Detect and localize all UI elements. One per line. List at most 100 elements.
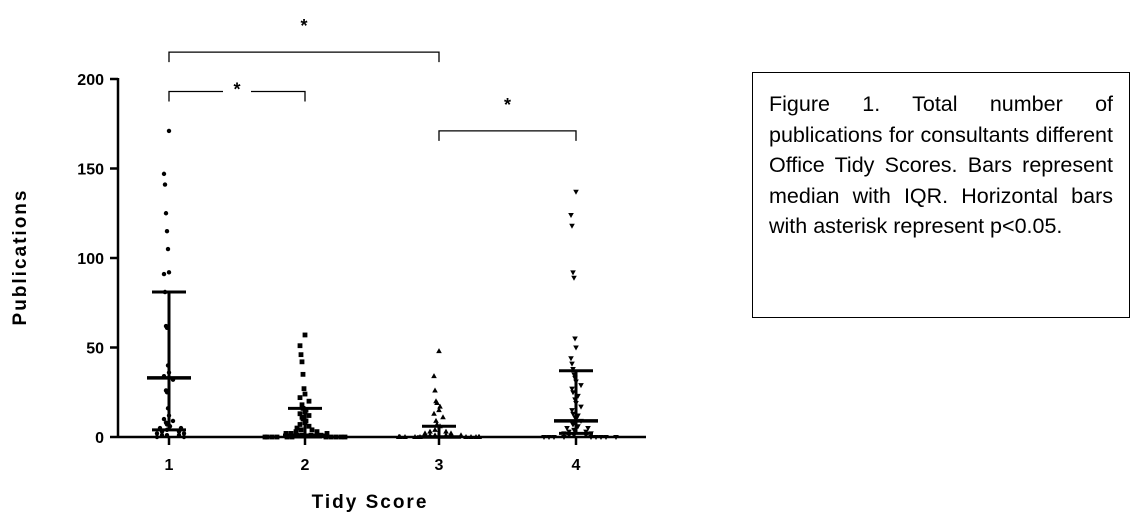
data-point (323, 434, 329, 440)
data-point (569, 223, 575, 229)
figure-caption: Figure 1. Total number of publications f… (769, 92, 1113, 238)
data-point (476, 434, 482, 439)
data-point (573, 189, 579, 195)
data-point (297, 411, 303, 417)
data-point (166, 270, 172, 275)
data-point (314, 429, 320, 435)
data-point (274, 434, 280, 440)
data-point (578, 404, 584, 410)
data-point (154, 431, 160, 436)
data-point (342, 434, 348, 440)
x-tick-label: 4 (572, 457, 581, 474)
data-point (333, 434, 339, 440)
data-point (588, 435, 594, 440)
data-point (298, 427, 304, 433)
x-tick-label: 3 (435, 457, 444, 474)
data-point (568, 213, 574, 219)
data-point (338, 434, 344, 440)
data-point (569, 361, 575, 367)
data-point (328, 434, 334, 440)
data-point (164, 228, 170, 234)
data-point (432, 387, 438, 393)
y-axis-label: Publications (10, 189, 31, 326)
bracket (168, 51, 440, 63)
data-point (463, 434, 469, 439)
data-point (163, 211, 169, 216)
significance-label: * (300, 16, 307, 36)
data-point (181, 434, 187, 440)
data-point (443, 428, 449, 434)
data-point (170, 418, 176, 424)
data-point (324, 431, 330, 436)
data-point (297, 343, 303, 349)
data-point (181, 431, 187, 436)
data-point (299, 359, 305, 365)
data-point (468, 434, 474, 439)
data-point (541, 435, 547, 440)
y-tick-label: 200 (77, 72, 104, 89)
data-point (585, 426, 591, 432)
data-point (568, 356, 574, 362)
data-point (283, 431, 289, 436)
data-point (440, 414, 446, 420)
data-point (162, 182, 168, 187)
data-point (564, 426, 570, 432)
y-tick-label: 150 (77, 162, 104, 179)
bracket (251, 90, 306, 102)
data-point (434, 399, 440, 405)
data-point (431, 410, 437, 416)
data-point (437, 403, 443, 409)
axes: 0 50 100 150 200 1 2 3 4 (77, 72, 646, 474)
data-point (284, 434, 290, 440)
data-point (551, 435, 557, 440)
data-point (306, 398, 312, 404)
figure-caption-box: Figure 1. Total number of publications f… (752, 72, 1130, 318)
data-point (546, 435, 552, 440)
data-point (297, 422, 303, 427)
data-point (427, 428, 433, 434)
data-point (603, 435, 609, 440)
data-point (306, 413, 312, 418)
data-point (598, 435, 604, 440)
significance-brackets: * * * (168, 16, 577, 141)
data-point (298, 352, 304, 358)
data-point (570, 422, 576, 428)
data-point (297, 395, 303, 401)
bracket (438, 130, 577, 141)
data-point (433, 417, 439, 423)
data-point (613, 435, 619, 440)
bracket (168, 90, 223, 102)
data-point (436, 348, 442, 354)
x-axis-label: Tidy Score (312, 492, 429, 513)
data-point (164, 433, 170, 438)
data-point (262, 434, 268, 440)
data-point (299, 402, 305, 408)
data-point (159, 433, 165, 438)
data-point (569, 386, 575, 392)
data-point (300, 416, 306, 422)
significance-label: * (233, 80, 240, 100)
data-point (561, 435, 567, 440)
data-point (432, 426, 438, 432)
data-point (402, 434, 408, 439)
data-point (570, 390, 576, 396)
data-point (176, 433, 182, 438)
data-point (302, 332, 308, 338)
data-point (294, 425, 300, 431)
data-point (570, 270, 576, 276)
data-point (570, 411, 576, 417)
data-point (436, 407, 442, 413)
data-point (431, 373, 437, 379)
significance-label: * (504, 95, 511, 115)
median-iqr-bars (147, 290, 598, 439)
data-point (269, 434, 275, 440)
data-point (573, 345, 579, 351)
data-point (302, 391, 308, 397)
y-tick-label: 100 (77, 251, 104, 268)
data-point (571, 275, 577, 281)
data-point (288, 431, 294, 436)
data-point (301, 386, 307, 392)
data-point (165, 246, 171, 252)
data-point (593, 435, 599, 440)
x-tick-label: 1 (165, 457, 174, 474)
